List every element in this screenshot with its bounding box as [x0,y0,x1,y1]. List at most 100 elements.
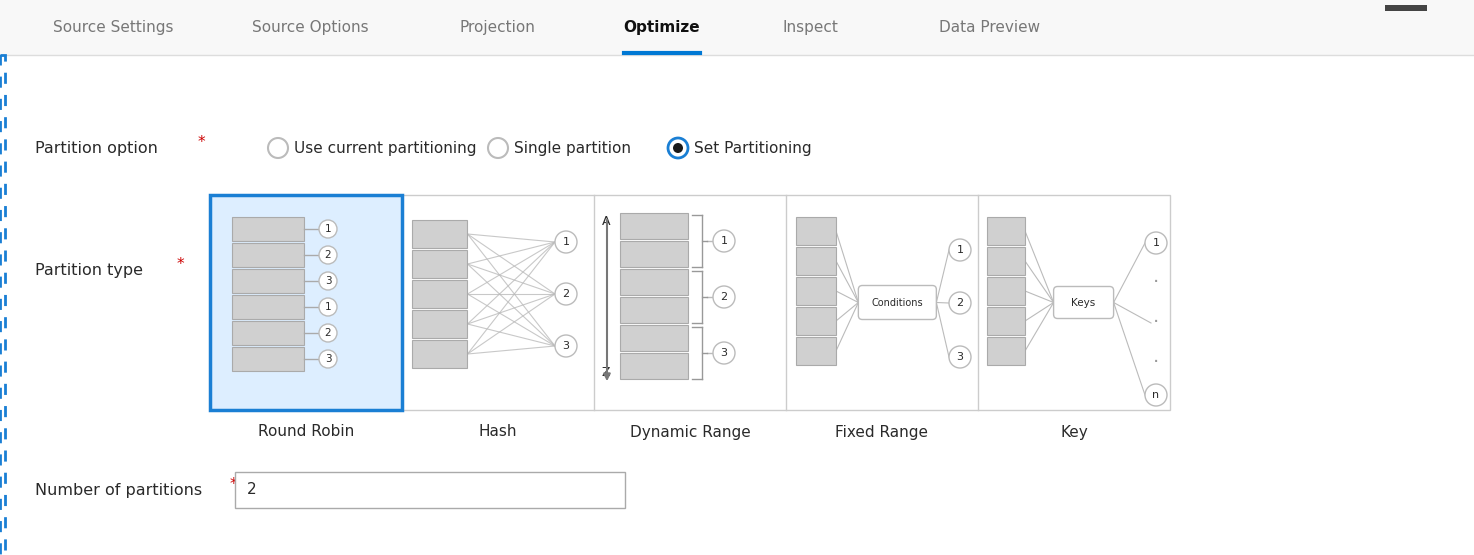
Text: 1: 1 [721,236,728,246]
Circle shape [318,324,338,342]
Text: Optimize: Optimize [624,20,700,35]
Bar [621,353,688,379]
Circle shape [488,138,509,158]
Bar [988,277,1024,305]
Text: Key: Key [1060,425,1088,440]
Text: *: * [230,477,237,492]
Bar [621,269,688,295]
Text: 3: 3 [324,276,332,286]
Bar [209,195,402,410]
Bar [621,325,688,351]
Bar [796,217,836,245]
Text: Conditions: Conditions [871,297,923,307]
Text: 2: 2 [957,298,964,308]
Bar [0,0,1474,55]
Text: Hash: Hash [479,425,517,440]
Text: ·: · [1153,314,1159,332]
Text: *: * [177,258,184,273]
Text: 1: 1 [1153,238,1160,248]
Bar [231,347,304,371]
Text: Projection: Projection [458,20,535,35]
Text: 3: 3 [957,352,964,362]
Bar [796,277,836,305]
Circle shape [556,231,576,253]
Text: 2: 2 [324,250,332,260]
Circle shape [268,138,287,158]
Text: ·: · [1153,274,1159,292]
Text: 1: 1 [324,224,332,234]
Text: 2: 2 [324,328,332,338]
Bar [231,243,304,267]
Bar [988,307,1024,335]
Text: Use current partitioning: Use current partitioning [293,140,476,155]
Bar [231,295,304,319]
Circle shape [949,346,971,368]
Bar [621,297,688,323]
Text: 3: 3 [721,348,728,358]
Circle shape [713,286,736,308]
Bar [413,220,467,248]
Bar [621,213,688,239]
Text: A: A [601,215,610,228]
Bar [621,241,688,267]
Text: n: n [1153,390,1160,400]
Text: 1: 1 [957,245,964,255]
Bar [796,337,836,365]
Text: Partition type: Partition type [35,263,143,278]
Circle shape [1145,232,1167,254]
Bar [413,310,467,338]
Bar [209,195,1170,410]
Circle shape [674,143,682,153]
Text: Inspect: Inspect [783,20,837,35]
Bar [413,340,467,368]
Text: Data Preview: Data Preview [939,20,1041,35]
Text: Round Robin: Round Robin [258,425,354,440]
Circle shape [556,283,576,305]
Text: Set Partitioning: Set Partitioning [694,140,812,155]
Bar [988,247,1024,275]
Text: Dynamic Range: Dynamic Range [629,425,750,440]
Circle shape [713,342,736,364]
Bar [231,269,304,293]
Circle shape [318,272,338,290]
Circle shape [1145,384,1167,406]
Text: Single partition: Single partition [514,140,631,155]
Circle shape [318,220,338,238]
Text: 2: 2 [563,289,569,299]
FancyBboxPatch shape [1054,286,1113,319]
Text: ·: · [1153,354,1159,372]
Text: 1: 1 [563,237,569,247]
Text: *: * [198,135,206,150]
Bar [988,337,1024,365]
Circle shape [949,292,971,314]
Text: Z: Z [601,366,610,379]
Circle shape [318,350,338,368]
Bar [988,217,1024,245]
Circle shape [318,298,338,316]
Text: 2: 2 [721,292,728,302]
Text: Partition option: Partition option [35,140,158,155]
Circle shape [668,138,688,158]
Text: 3: 3 [324,354,332,364]
Bar [234,472,625,508]
Circle shape [713,230,736,252]
Text: 2: 2 [248,482,256,497]
Bar [413,250,467,278]
Text: Keys: Keys [1072,297,1095,307]
Circle shape [318,246,338,264]
Text: Source Options: Source Options [252,20,368,35]
Text: 1: 1 [324,302,332,312]
Text: 3: 3 [563,341,569,351]
Text: Fixed Range: Fixed Range [836,425,929,440]
Bar [796,247,836,275]
Text: Number of partitions: Number of partitions [35,482,202,497]
Circle shape [556,335,576,357]
FancyBboxPatch shape [858,285,936,320]
Bar [796,307,836,335]
Bar [231,217,304,241]
Bar [1386,5,1427,11]
Bar [231,321,304,345]
Circle shape [949,239,971,261]
Bar [0,55,4,555]
Bar [413,280,467,308]
